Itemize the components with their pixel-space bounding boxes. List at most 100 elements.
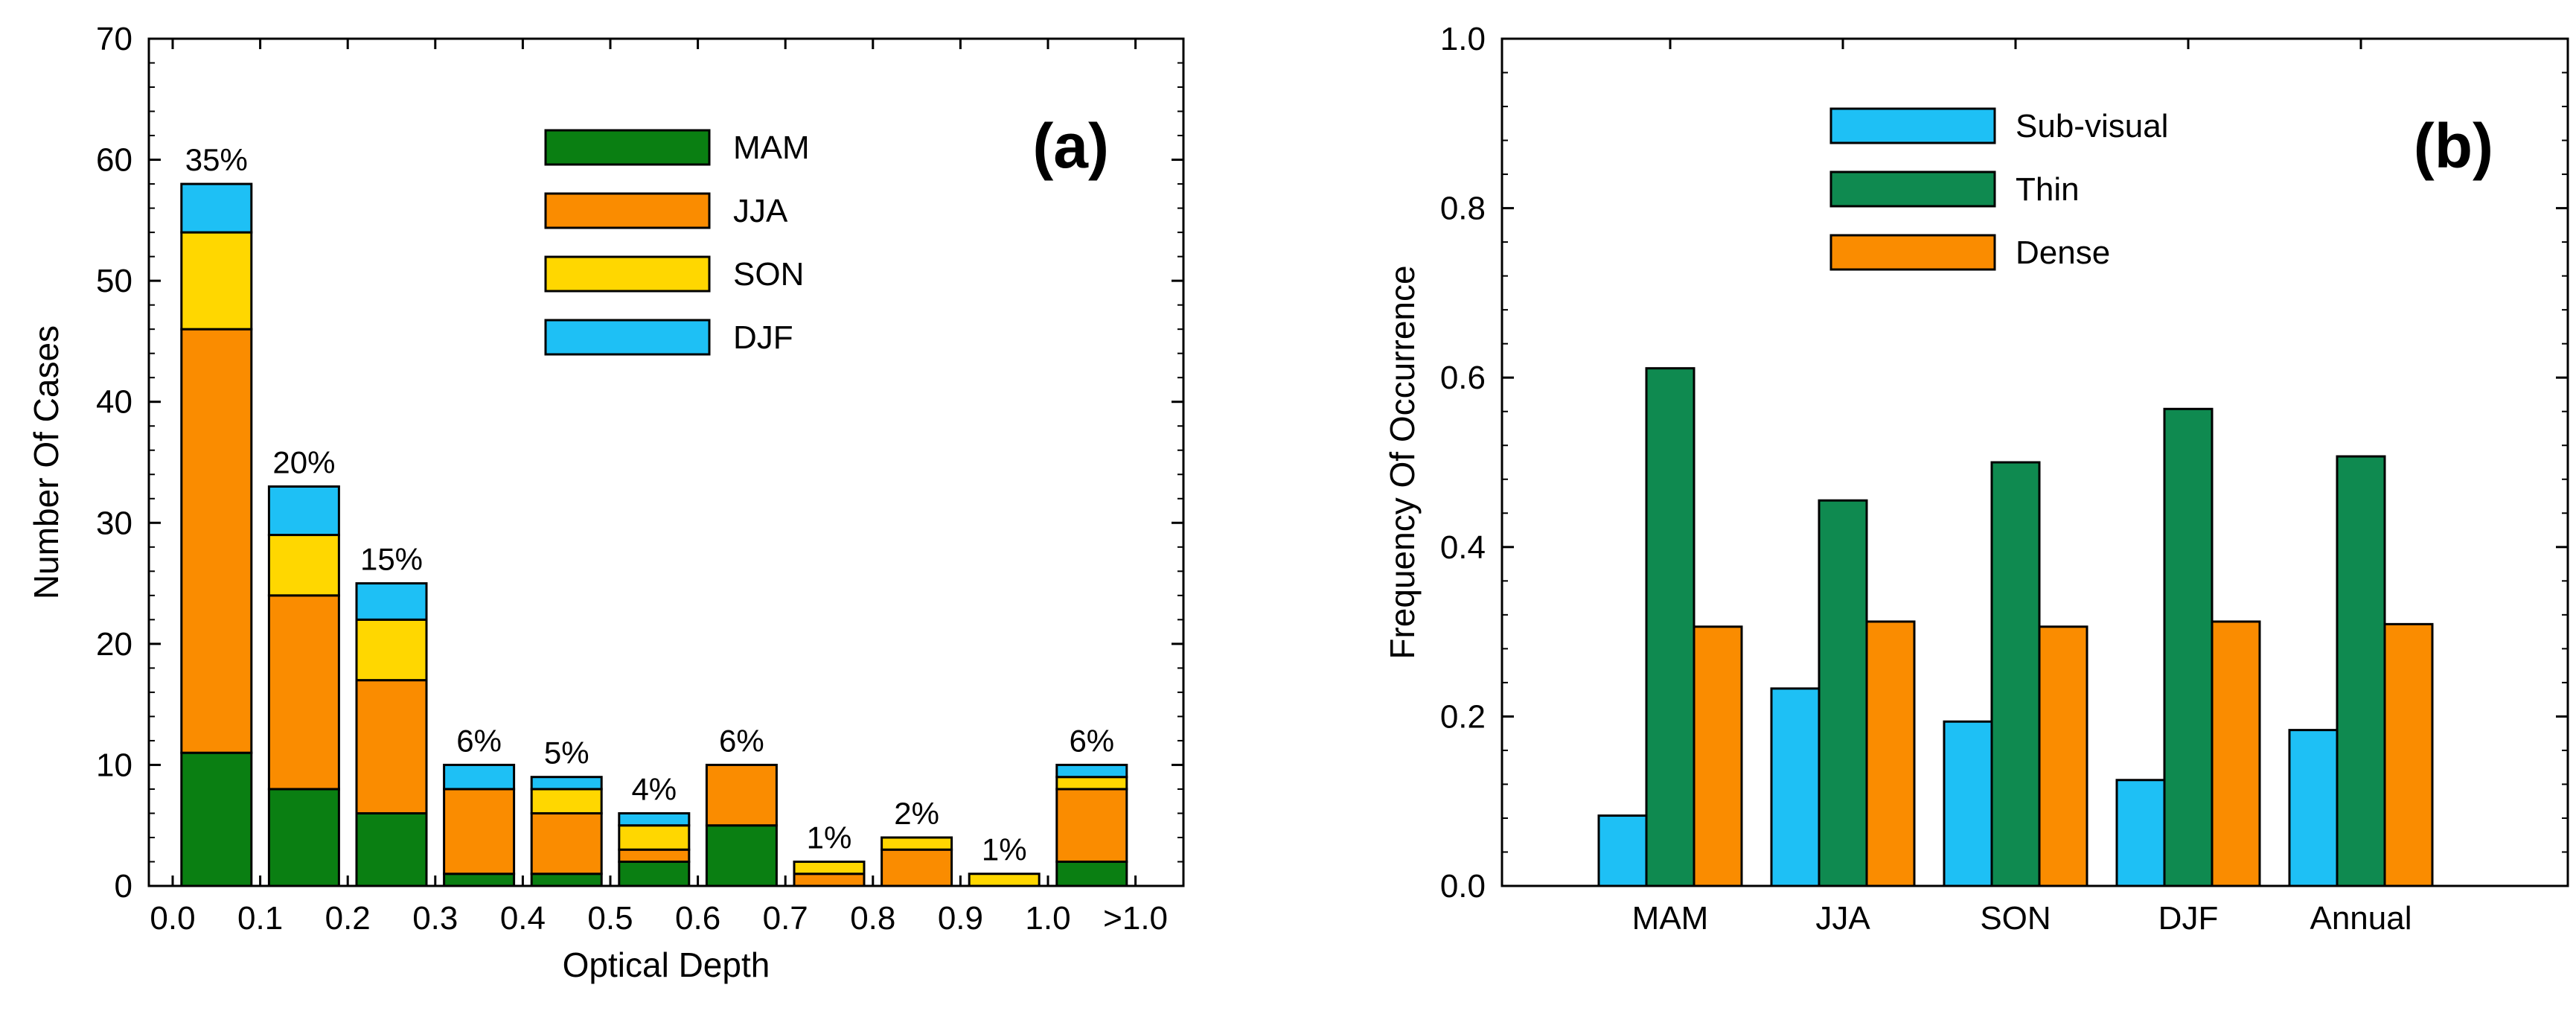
bar-segment-jja xyxy=(618,848,691,863)
legend-swatch-jja xyxy=(544,192,711,229)
bar-segment-jja xyxy=(355,679,428,814)
bar-dense xyxy=(2211,620,2261,887)
y-tick-label: 70 xyxy=(96,21,132,57)
bar-segment-jja xyxy=(793,873,866,887)
y-tick-label: 0 xyxy=(115,868,132,905)
panel-b-chart: 0.0 0.2 0.4 0.6 0.8 1.0 MAM JJA SON DJF Annual Freq… xyxy=(1383,21,2569,937)
legend-swatch-thin xyxy=(1829,170,1996,208)
bar-segment-djf xyxy=(267,485,340,537)
percent-label: 1% xyxy=(807,820,852,855)
percent-label: 6% xyxy=(456,723,502,758)
bar-segment-jja xyxy=(1055,788,1128,863)
x-tick-label: >1.0 xyxy=(1103,900,1168,937)
x-tick-label: DJF xyxy=(2158,900,2219,937)
x-tick-label: MAM xyxy=(1632,900,1709,937)
panel-label-a: (a) xyxy=(1032,111,1109,181)
bar-segment-mam xyxy=(705,824,778,887)
legend-label-son: SON xyxy=(733,256,804,293)
percent-label: 6% xyxy=(719,723,764,758)
panel-a-chart: 0 10 20 30 40 50 60 70 0.0 0.1 0.2 0.3 0.4 0.5 0.6 0.7 0… xyxy=(27,21,1185,984)
x-tick-label: 0.0 xyxy=(150,900,195,937)
percent-label: 35% xyxy=(185,142,248,177)
percent-label: 15% xyxy=(360,542,423,577)
bar-segment-son xyxy=(355,618,428,682)
bar-dense xyxy=(2383,622,2434,887)
bar-thin xyxy=(1645,367,1696,887)
bar-thin xyxy=(2336,455,2386,887)
bar-segment-son xyxy=(267,534,340,597)
bar-thin xyxy=(1818,499,1868,887)
y-tick-label: 40 xyxy=(96,384,132,421)
bar-segment-son xyxy=(1055,776,1128,791)
x-tick-label: 1.0 xyxy=(1025,900,1070,937)
bar-segment-son xyxy=(618,824,691,851)
bar-segment-jja xyxy=(880,848,953,887)
bar-segment-djf xyxy=(1055,763,1128,779)
x-tick-label: SON xyxy=(1980,900,2051,937)
x-tick-label: Annual xyxy=(2310,900,2412,937)
legend-label-mam: MAM xyxy=(733,130,810,166)
legend-label-thin: Thin xyxy=(2016,171,2080,208)
bar-segment-djf xyxy=(180,182,253,234)
percent-label: 5% xyxy=(544,736,589,771)
bar-dense xyxy=(1865,620,1916,887)
y-tick-label: 0.0 xyxy=(1440,868,1486,905)
legend-label-jja: JJA xyxy=(733,193,788,229)
panel-label-b: (b) xyxy=(2414,111,2493,181)
percent-label: 1% xyxy=(982,832,1027,867)
x-tick-label: 0.7 xyxy=(763,900,808,937)
bar-dense xyxy=(2038,625,2088,887)
y-tick-label: 0.4 xyxy=(1440,529,1486,566)
bar-segment-son xyxy=(530,788,603,814)
bar-segment-son xyxy=(180,231,253,331)
x-tick-label: 0.3 xyxy=(412,900,458,937)
bar-segment-mam xyxy=(1055,860,1128,887)
bar-segment-mam xyxy=(355,811,428,887)
x-tick-label: 0.9 xyxy=(938,900,983,937)
y-axis-title: Number Of Cases xyxy=(27,325,65,599)
legend-swatch-mam xyxy=(544,129,711,166)
bar-sub-visual xyxy=(2115,779,2166,887)
bar-segment-djf xyxy=(530,776,603,791)
bar-segment-jja xyxy=(180,328,253,754)
bar-segment-son xyxy=(880,836,953,851)
bar-segment-jja xyxy=(530,811,603,876)
y-tick-label: 20 xyxy=(96,626,132,663)
x-tick-label: 0.4 xyxy=(500,900,546,937)
bar-sub-visual xyxy=(1943,720,1993,887)
x-tick-label: 0.6 xyxy=(675,900,720,937)
bar-segment-mam xyxy=(267,788,340,887)
x-tick-label: 0.8 xyxy=(850,900,895,937)
legend-label-sub-visual: Sub-visual xyxy=(2016,108,2168,144)
bar-segment-jja xyxy=(705,763,778,827)
bar-segment-djf xyxy=(618,811,691,827)
bar-segment-jja xyxy=(443,788,516,876)
x-tick-label: 0.2 xyxy=(325,900,371,937)
y-tick-label: 50 xyxy=(96,263,132,299)
x-tick-label: 0.5 xyxy=(587,900,633,937)
y-tick-label: 60 xyxy=(96,142,132,179)
legend-swatch-dense xyxy=(1829,234,1996,271)
y-tick-label: 1.0 xyxy=(1440,21,1486,57)
percent-label: 20% xyxy=(272,445,335,480)
bar-segment-jja xyxy=(267,594,340,791)
bar-thin xyxy=(2163,407,2214,887)
bar-segment-djf xyxy=(355,582,428,621)
legend-label-djf: DJF xyxy=(733,319,793,356)
bar-segment-son xyxy=(793,860,866,876)
x-tick-label: JJA xyxy=(1815,900,1870,937)
bar-sub-visual xyxy=(1597,814,1648,887)
x-axis-title: Optical Depth xyxy=(563,945,770,984)
y-tick-label: 0.2 xyxy=(1440,698,1486,735)
legend-label-dense: Dense xyxy=(2016,235,2110,271)
bar-segment-mam xyxy=(618,860,691,887)
bar-segment-mam xyxy=(443,873,516,887)
y-axis-title: Frequency Of Occurrence xyxy=(1383,265,1422,659)
bar-sub-visual xyxy=(2288,729,2339,887)
legend-swatch-son xyxy=(544,255,711,293)
x-tick-label: 0.1 xyxy=(237,900,283,937)
bar-dense xyxy=(1693,625,1743,887)
y-tick-label: 0.6 xyxy=(1440,360,1486,396)
